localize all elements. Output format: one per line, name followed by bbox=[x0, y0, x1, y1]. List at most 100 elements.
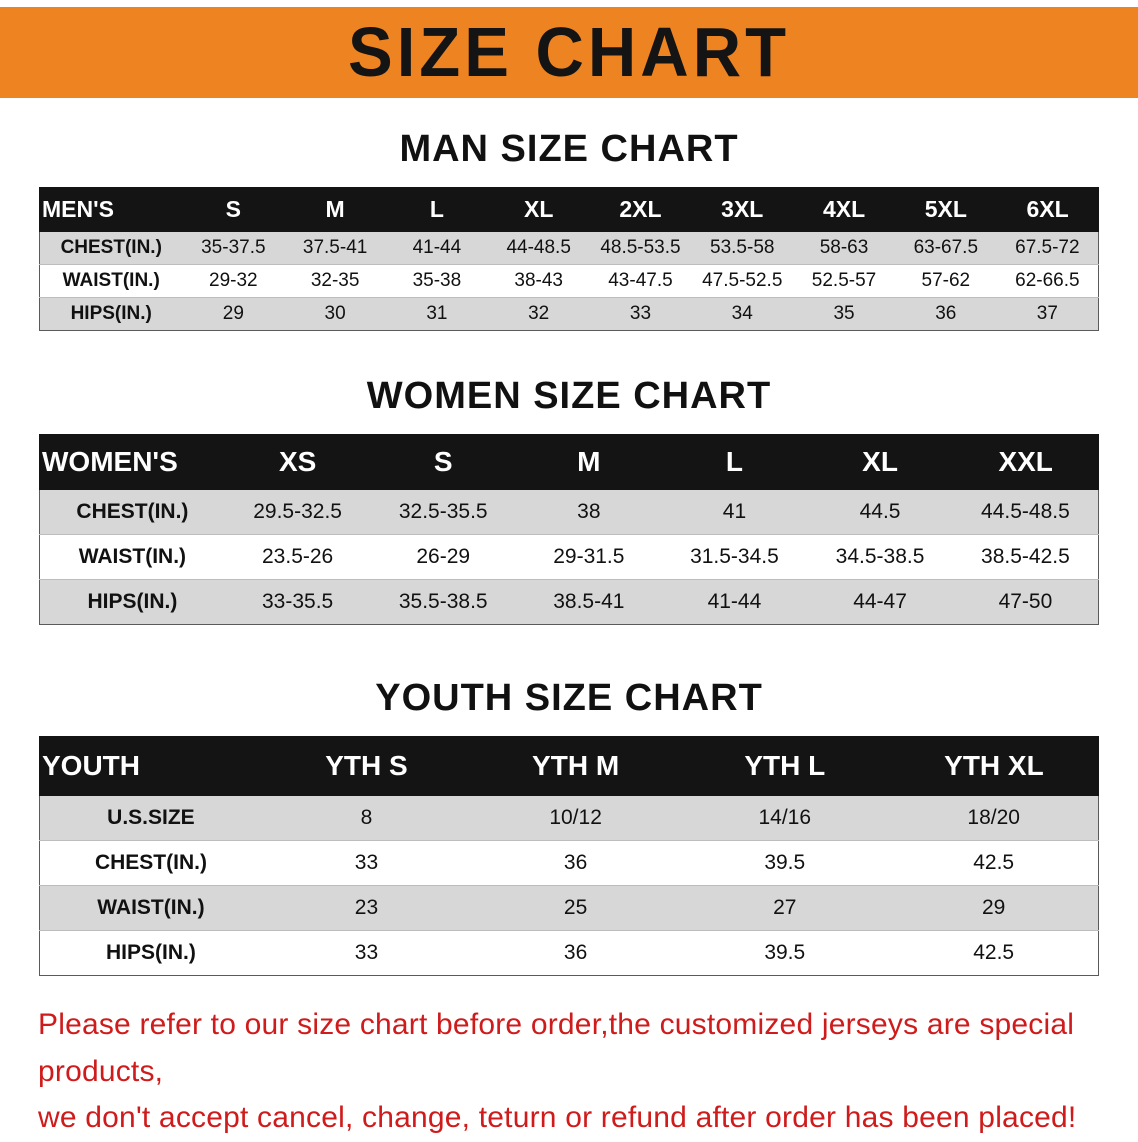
size-value-cell: 33-35.5 bbox=[262, 590, 334, 613]
size-value-cell: 31 bbox=[426, 303, 448, 324]
size-value-cell: 32.5-35.5 bbox=[398, 500, 488, 523]
row-label: CHEST(IN.) bbox=[76, 500, 189, 523]
table-header-row: WOMEN'S XS S M L XL XXL bbox=[38, 434, 1099, 490]
size-value-cell: 47-50 bbox=[998, 590, 1053, 613]
row-label: WAIST(IN.) bbox=[97, 896, 205, 919]
size-column-header: L bbox=[385, 187, 489, 232]
size-column-header: S bbox=[181, 187, 285, 232]
table-row: CHEST(IN.) 29.5-32.5 32.5-35.5 38 41 44.5 44.5… bbox=[39, 489, 1099, 535]
table-corner-label: MEN'S bbox=[39, 187, 183, 232]
size-value-cell: 44.5-48.5 bbox=[981, 500, 1070, 523]
size-column-header: 6XL bbox=[996, 187, 1099, 232]
row-label: CHEST(IN.) bbox=[94, 851, 207, 874]
banner: SIZE CHART bbox=[0, 7, 1138, 98]
size-value-cell: 10/12 bbox=[549, 806, 602, 829]
disclaimer-line-1: Please refer to our size chart before or… bbox=[38, 1008, 1075, 1088]
size-value-cell: 30 bbox=[324, 303, 346, 324]
size-value-cell: 36 bbox=[935, 303, 957, 324]
size-value-cell: 37 bbox=[1036, 303, 1058, 324]
size-value-cell: 29 bbox=[222, 303, 244, 324]
size-value-cell: 58-63 bbox=[819, 237, 869, 258]
size-value-cell: 43-47.5 bbox=[608, 270, 673, 291]
size-value-cell: 29.5-32.5 bbox=[253, 500, 342, 523]
size-column-header: YTH S bbox=[261, 736, 472, 796]
women-section-title: WOMEN SIZE CHART bbox=[366, 375, 772, 417]
disclaimer-notice: Please refer to our size chart before or… bbox=[0, 1002, 1138, 1142]
men-size-chart-section: MAN SIZE CHART MEN'S S M L XL 2XL 3XL 4XL 5XL 6XL… bbox=[0, 128, 1138, 331]
size-value-cell: 33 bbox=[354, 851, 379, 874]
size-column-header: 5XL bbox=[894, 187, 998, 232]
men-size-table: MEN'S S M L XL 2XL 3XL 4XL 5XL 6XL CHEST(IN.) 35-37… bbox=[39, 187, 1099, 331]
size-value-cell: 39.5 bbox=[764, 941, 806, 964]
size-value-cell: 8 bbox=[360, 806, 373, 829]
table-row: WAIST(IN.) 23 25 27 29 bbox=[39, 885, 1099, 931]
size-column-header: M bbox=[515, 434, 663, 490]
size-chart-page: SIZE CHART MAN SIZE CHART MEN'S S M L XL 2XL 3… bbox=[0, 7, 1138, 1142]
size-value-cell: 39.5 bbox=[764, 851, 806, 874]
size-value-cell: 36 bbox=[563, 941, 588, 964]
size-column-header: YTH XL bbox=[888, 736, 1100, 796]
size-value-cell: 44-48.5 bbox=[506, 237, 571, 258]
size-value-cell: 34 bbox=[731, 303, 753, 324]
size-column-header: XL bbox=[806, 434, 954, 490]
row-label: U.S.SIZE bbox=[107, 806, 195, 829]
size-value-cell: 33 bbox=[629, 303, 652, 324]
table-row: HIPS(IN.) 29 30 31 32 33 34 35 36 37 bbox=[39, 297, 1099, 331]
table-header-row: MEN'S S M L XL 2XL 3XL 4XL 5XL 6XL bbox=[39, 187, 1099, 232]
size-value-cell: 29-31.5 bbox=[553, 545, 625, 568]
size-value-cell: 52.5-57 bbox=[811, 270, 877, 291]
size-value-cell: 25 bbox=[563, 896, 588, 919]
size-value-cell: 18/20 bbox=[967, 806, 1020, 829]
women-size-chart-section: WOMEN SIZE CHART WOMEN'S XS S M L XL XXL CHEST(… bbox=[0, 375, 1138, 625]
size-value-cell: 31.5-34.5 bbox=[690, 545, 779, 568]
table-corner-label: YOUTH bbox=[38, 736, 263, 796]
size-column-header: M bbox=[283, 187, 387, 232]
size-value-cell: 35 bbox=[833, 303, 855, 324]
size-value-cell: 53.5-58 bbox=[710, 237, 775, 258]
table-row: CHEST(IN.) 33 36 39.5 42.5 bbox=[39, 840, 1099, 886]
row-label: HIPS(IN.) bbox=[70, 303, 152, 324]
size-value-cell: 35-37.5 bbox=[201, 237, 266, 258]
table-row: HIPS(IN.) 33-35.5 35.5-38.5 38.5-41 41-44 44-… bbox=[39, 579, 1099, 625]
table-row: WAIST(IN.) 23.5-26 26-29 29-31.5 31.5-34.5 34… bbox=[39, 534, 1099, 580]
size-value-cell: 42.5 bbox=[973, 851, 1015, 874]
size-column-header: 4XL bbox=[792, 187, 896, 232]
row-label: WAIST(IN.) bbox=[62, 270, 160, 291]
disclaimer-line-2: we don't accept cancel, change, teturn o… bbox=[38, 1101, 1077, 1134]
size-value-cell: 38 bbox=[577, 500, 601, 523]
size-value-cell: 48.5-53.5 bbox=[600, 237, 681, 258]
youth-size-chart-section: YOUTH SIZE CHART YOUTH YTH S YTH M YTH L YTH… bbox=[0, 677, 1138, 976]
size-value-cell: 34.5-38.5 bbox=[835, 545, 925, 568]
size-column-header: 2XL bbox=[589, 187, 692, 232]
size-value-cell: 29 bbox=[981, 896, 1006, 919]
men-section-title: MAN SIZE CHART bbox=[399, 128, 739, 170]
size-column-header: YTH M bbox=[470, 736, 681, 796]
table-header-row: YOUTH YTH S YTH M YTH L YTH XL bbox=[38, 736, 1100, 796]
size-value-cell: 44.5 bbox=[859, 500, 901, 523]
table-row: CHEST(IN.) 35-37.5 37.5-41 41-44 44-48.5 48.5… bbox=[39, 231, 1099, 265]
youth-size-table: YOUTH YTH S YTH M YTH L YTH XL U.S.SIZE 8 10/12… bbox=[38, 736, 1100, 976]
size-value-cell: 23 bbox=[354, 896, 379, 919]
size-value-cell: 41-44 bbox=[412, 237, 462, 258]
size-value-cell: 41 bbox=[722, 500, 747, 523]
size-value-cell: 32-35 bbox=[310, 270, 360, 291]
size-column-header: S bbox=[369, 434, 517, 490]
size-column-header: 3XL bbox=[690, 187, 794, 232]
table-row: U.S.SIZE 8 10/12 14/16 18/20 bbox=[39, 795, 1099, 841]
size-value-cell: 37.5-41 bbox=[302, 237, 368, 258]
size-value-cell: 47.5-52.5 bbox=[702, 270, 783, 291]
size-value-cell: 67.5-72 bbox=[1015, 237, 1080, 258]
size-column-header: L bbox=[661, 434, 808, 490]
row-label: WAIST(IN.) bbox=[78, 545, 187, 568]
women-size-table: WOMEN'S XS S M L XL XXL CHEST(IN.) 29.5-32.5 32.5… bbox=[38, 434, 1099, 625]
size-column-header: XL bbox=[487, 187, 591, 232]
size-value-cell: 63-67.5 bbox=[913, 237, 979, 258]
size-value-cell: 32 bbox=[528, 303, 550, 324]
size-column-header: XS bbox=[224, 434, 371, 490]
size-value-cell: 14/16 bbox=[758, 806, 812, 829]
size-value-cell: 38.5-41 bbox=[553, 590, 625, 613]
row-label: HIPS(IN.) bbox=[87, 590, 178, 613]
size-value-cell: 35-38 bbox=[412, 270, 462, 291]
size-value-cell: 44-47 bbox=[853, 590, 907, 613]
size-value-cell: 41-44 bbox=[707, 590, 762, 613]
